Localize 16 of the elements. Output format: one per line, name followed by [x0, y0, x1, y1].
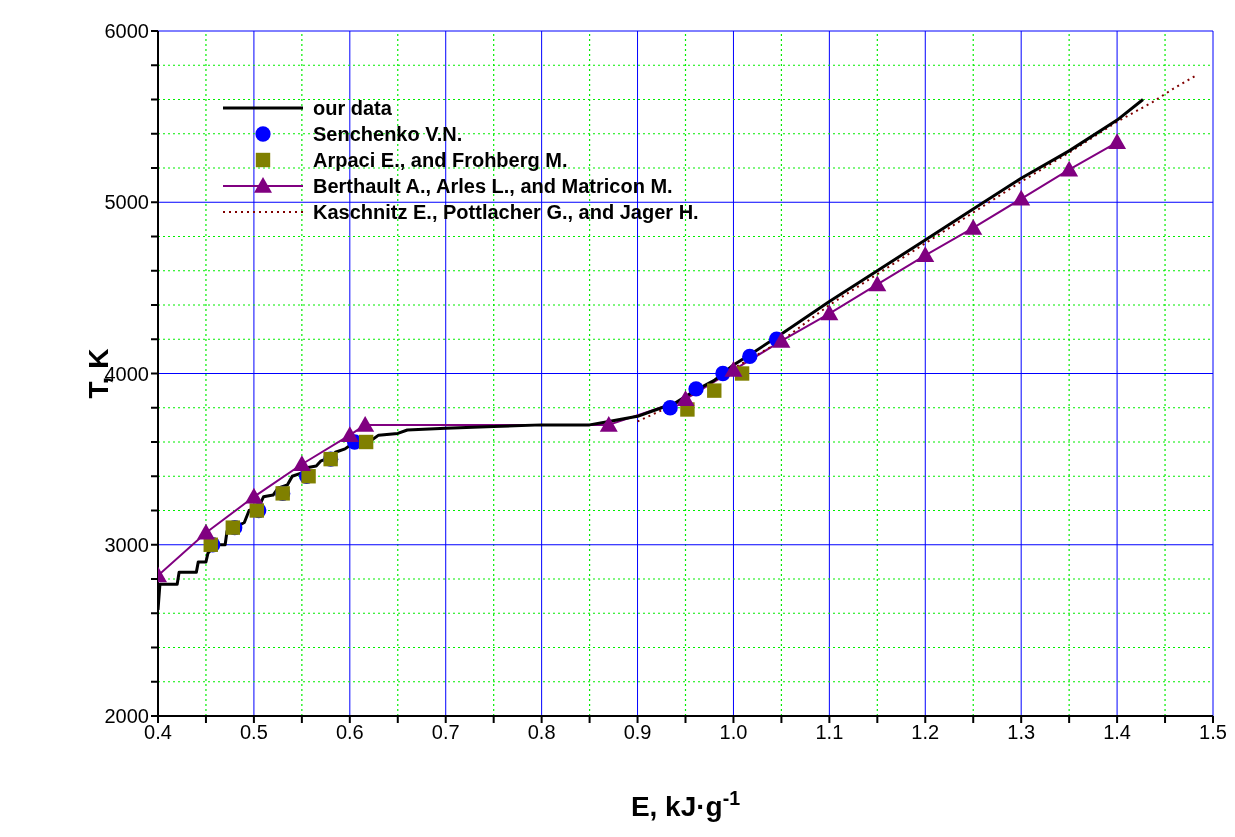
x-tick-label: 0.8 [527, 721, 556, 744]
x-tick-label: 0.9 [623, 721, 652, 744]
x-tick-label: 1.0 [719, 721, 748, 744]
x-tick-label: 1.1 [815, 721, 844, 744]
x-tick-label: 1.4 [1103, 721, 1131, 744]
x-tick-label: 0.7 [431, 721, 460, 744]
y-tick-label: 6000 [104, 20, 149, 43]
x-tick-label: 1.2 [911, 721, 940, 744]
x-tick-label: 0.5 [240, 721, 268, 744]
x-tick-label: 1.5 [1199, 721, 1227, 744]
y-tick-label: 5000 [104, 191, 149, 214]
x-tick-label: 1.3 [1007, 721, 1036, 744]
x-axis-title: E, kJ·g$^{-1}$ [630, 787, 741, 822]
legend-label: our data [313, 97, 393, 119]
y-tick-label: 3000 [104, 533, 149, 556]
x-tick-label: 0.6 [335, 721, 364, 744]
